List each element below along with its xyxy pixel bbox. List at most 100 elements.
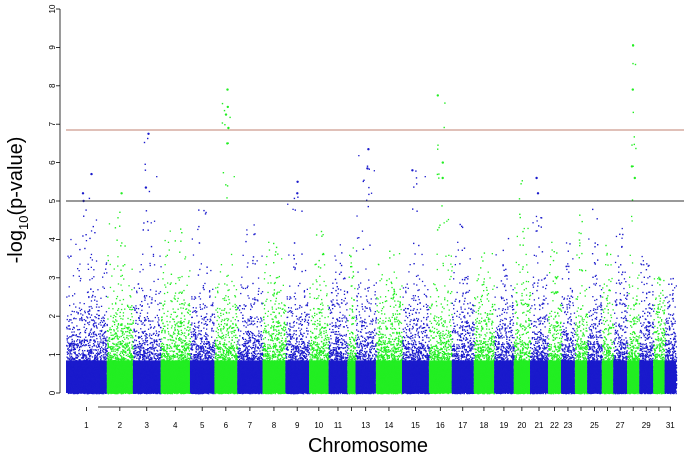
- data-point: [87, 341, 88, 342]
- data-point: [82, 350, 83, 351]
- data-point: [100, 333, 101, 334]
- data-point: [122, 353, 123, 354]
- data-point: [119, 373, 120, 374]
- y-tick-label: 7: [48, 121, 57, 126]
- data-point: [145, 297, 146, 298]
- data-point: [73, 388, 74, 389]
- data-point: [88, 324, 89, 325]
- data-point: [111, 359, 112, 360]
- data-point: [79, 318, 80, 319]
- data-point: [66, 376, 67, 377]
- data-point: [89, 321, 90, 322]
- data-point: [131, 348, 132, 349]
- data-point: [109, 337, 110, 338]
- data-point: [124, 309, 125, 310]
- y-tick-label: 10: [48, 4, 57, 13]
- data-point: [130, 337, 131, 338]
- data-point: [89, 333, 90, 334]
- data-point: [159, 309, 160, 310]
- data-point: [115, 316, 116, 317]
- data-point: [68, 363, 69, 364]
- data-point: [94, 379, 95, 380]
- data-point: [121, 363, 122, 364]
- data-point: [125, 360, 126, 361]
- data-point: [119, 344, 120, 345]
- data-point: [95, 368, 96, 369]
- data-point: [80, 376, 81, 377]
- data-point: [70, 374, 71, 375]
- data-point: [93, 276, 94, 277]
- data-point: [96, 353, 97, 354]
- data-point: [79, 340, 80, 341]
- data-point: [118, 392, 119, 393]
- data-point: [112, 361, 113, 362]
- data-point: [141, 264, 142, 265]
- data-point: [131, 355, 132, 356]
- data-point: [111, 374, 112, 375]
- data-point: [91, 254, 92, 255]
- data-point: [69, 392, 70, 393]
- data-point: [93, 332, 94, 333]
- data-point: [96, 325, 97, 326]
- data-point: [85, 369, 86, 370]
- data-point: [80, 278, 81, 279]
- data-point: [155, 317, 156, 318]
- data-point: [70, 239, 71, 240]
- data-point: [108, 392, 109, 393]
- data-point: [77, 339, 78, 340]
- data-point: [94, 356, 95, 357]
- data-point: [81, 380, 82, 381]
- data-point: [68, 328, 69, 329]
- data-point: [91, 296, 92, 297]
- data-point: [123, 265, 124, 266]
- data-point: [90, 368, 91, 369]
- data-point: [112, 326, 113, 327]
- data-point: [96, 219, 97, 220]
- data-point: [118, 323, 119, 324]
- data-point: [76, 360, 77, 361]
- data-point: [114, 330, 115, 331]
- data-point: [155, 360, 156, 361]
- data-point: [79, 388, 80, 389]
- data-point: [90, 288, 91, 289]
- data-point: [104, 375, 105, 376]
- data-point: [113, 350, 114, 351]
- data-point: [80, 392, 81, 393]
- data-point: [128, 368, 129, 369]
- data-point: [106, 337, 107, 338]
- data-point: [104, 318, 105, 319]
- data-point: [116, 320, 117, 321]
- data-point: [80, 332, 81, 333]
- data-point: [131, 344, 132, 345]
- data-point: [118, 386, 119, 387]
- data-point: [131, 362, 132, 363]
- data-point: [70, 363, 71, 364]
- data-point: [73, 381, 74, 382]
- data-point: [115, 382, 116, 383]
- data-point: [101, 355, 102, 356]
- data-point: [86, 388, 87, 389]
- data-point: [68, 321, 69, 322]
- data-point: [81, 357, 82, 358]
- data-point: [97, 383, 98, 384]
- data-point: [80, 363, 81, 364]
- data-point: [105, 346, 106, 347]
- data-point: [123, 379, 124, 380]
- data-point: [89, 379, 90, 380]
- data-point: [67, 341, 68, 342]
- data-point: [71, 335, 72, 336]
- data-point: [86, 328, 87, 329]
- data-point: [113, 357, 114, 358]
- data-point: [121, 325, 122, 326]
- data-point: [117, 360, 118, 361]
- data-point: [109, 392, 110, 393]
- data-point: [78, 378, 79, 379]
- data-point: [75, 344, 76, 345]
- data-point: [85, 312, 86, 313]
- data-point: [74, 311, 75, 312]
- data-point: [75, 335, 76, 336]
- data-point: [110, 370, 111, 371]
- data-point: [84, 324, 85, 325]
- data-point: [81, 309, 82, 310]
- data-point: [81, 342, 82, 343]
